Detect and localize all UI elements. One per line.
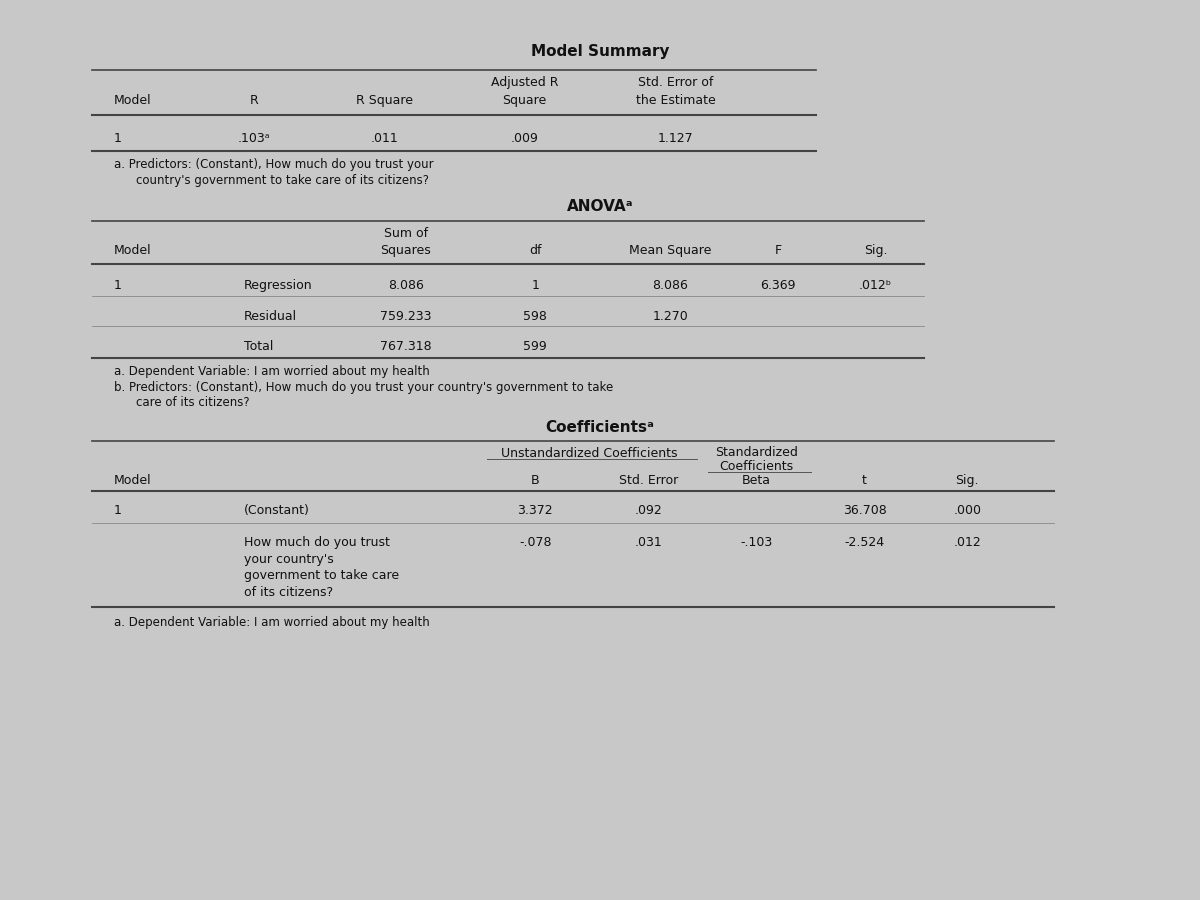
Text: Std. Error: Std. Error bbox=[619, 474, 678, 487]
Text: .011: .011 bbox=[370, 132, 398, 145]
Point bbox=[917, 216, 931, 227]
Text: t: t bbox=[862, 474, 868, 487]
Text: -2.524: -2.524 bbox=[845, 536, 884, 549]
Text: Unstandardized Coefficients: Unstandardized Coefficients bbox=[500, 447, 678, 461]
Point bbox=[85, 110, 100, 121]
Point bbox=[85, 65, 100, 76]
Text: 759.233: 759.233 bbox=[380, 310, 431, 323]
Text: Mean Square: Mean Square bbox=[629, 245, 712, 257]
Text: 36.708: 36.708 bbox=[842, 504, 887, 518]
Point bbox=[809, 146, 823, 157]
Text: df: df bbox=[529, 245, 541, 257]
Text: Total: Total bbox=[244, 340, 272, 354]
Text: .012ᵇ: .012ᵇ bbox=[859, 279, 892, 292]
Text: ANOVAᵃ: ANOVAᵃ bbox=[566, 200, 634, 214]
Point bbox=[917, 259, 931, 270]
Point bbox=[917, 352, 931, 363]
Text: care of its citizens?: care of its citizens? bbox=[136, 396, 250, 409]
Point bbox=[85, 146, 100, 157]
Text: Std. Error of: Std. Error of bbox=[638, 76, 713, 89]
Text: Coefficientsᵃ: Coefficientsᵃ bbox=[546, 419, 654, 435]
Text: Coefficients: Coefficients bbox=[720, 461, 793, 473]
Text: Regression: Regression bbox=[244, 279, 312, 292]
Text: Sig.: Sig. bbox=[864, 245, 887, 257]
Point bbox=[917, 321, 931, 332]
Text: .012: .012 bbox=[953, 536, 982, 549]
Text: Sig.: Sig. bbox=[955, 474, 979, 487]
Text: of its citizens?: of its citizens? bbox=[244, 586, 332, 598]
Point bbox=[85, 352, 100, 363]
Text: .031: .031 bbox=[635, 536, 662, 549]
Text: Standardized: Standardized bbox=[715, 446, 798, 459]
Point bbox=[809, 65, 823, 76]
Text: 8.086: 8.086 bbox=[653, 279, 688, 292]
Text: Square: Square bbox=[503, 94, 546, 107]
Point bbox=[804, 466, 818, 477]
Text: country's government to take care of its citizens?: country's government to take care of its… bbox=[136, 174, 428, 186]
Text: Squares: Squares bbox=[380, 245, 431, 257]
Text: R Square: R Square bbox=[355, 94, 413, 107]
Text: 8.086: 8.086 bbox=[388, 279, 424, 292]
Text: .000: .000 bbox=[953, 504, 982, 518]
Point bbox=[809, 110, 823, 121]
Text: -.078: -.078 bbox=[518, 536, 552, 549]
Text: (Constant): (Constant) bbox=[244, 504, 310, 518]
Text: .009: .009 bbox=[510, 132, 539, 145]
Text: 1: 1 bbox=[114, 279, 122, 292]
Point bbox=[85, 321, 100, 332]
Text: a. Dependent Variable: I am worried about my health: a. Dependent Variable: I am worried abou… bbox=[114, 616, 430, 629]
Text: 3.372: 3.372 bbox=[517, 504, 553, 518]
Text: .092: .092 bbox=[635, 504, 662, 518]
Text: Model: Model bbox=[114, 245, 151, 257]
Text: Beta: Beta bbox=[742, 474, 772, 487]
Point bbox=[85, 216, 100, 227]
Text: 598: 598 bbox=[523, 310, 547, 323]
Point bbox=[480, 454, 494, 464]
Text: the Estimate: the Estimate bbox=[636, 94, 715, 107]
Point bbox=[701, 466, 715, 477]
Text: 1.127: 1.127 bbox=[658, 132, 694, 145]
Text: F: F bbox=[775, 245, 781, 257]
Point bbox=[690, 454, 704, 464]
Text: Model: Model bbox=[114, 94, 151, 107]
Text: .103ᵃ: .103ᵃ bbox=[238, 132, 271, 145]
Text: R: R bbox=[250, 94, 259, 107]
Text: Model Summary: Model Summary bbox=[530, 44, 670, 58]
Text: 1: 1 bbox=[114, 132, 122, 145]
Text: government to take care: government to take care bbox=[244, 569, 398, 582]
Text: -.103: -.103 bbox=[740, 536, 773, 549]
Text: Adjusted R: Adjusted R bbox=[491, 76, 558, 89]
Text: 767.318: 767.318 bbox=[379, 340, 432, 354]
Point bbox=[85, 259, 100, 270]
Text: Model: Model bbox=[114, 474, 151, 487]
Text: Residual: Residual bbox=[244, 310, 296, 323]
Text: Sum of: Sum of bbox=[384, 227, 427, 240]
Text: 1: 1 bbox=[114, 504, 122, 518]
Text: How much do you trust: How much do you trust bbox=[244, 536, 390, 549]
Text: a. Predictors: (Constant), How much do you trust your: a. Predictors: (Constant), How much do y… bbox=[114, 158, 433, 171]
Text: 1: 1 bbox=[532, 279, 539, 292]
Text: b. Predictors: (Constant), How much do you trust your country's government to ta: b. Predictors: (Constant), How much do y… bbox=[114, 381, 613, 394]
Text: B: B bbox=[530, 474, 540, 487]
Text: a. Dependent Variable: I am worried about my health: a. Dependent Variable: I am worried abou… bbox=[114, 365, 430, 378]
Point bbox=[85, 291, 100, 302]
Text: 6.369: 6.369 bbox=[761, 279, 796, 292]
Text: your country's: your country's bbox=[244, 553, 334, 566]
Point bbox=[917, 291, 931, 302]
Text: 1.270: 1.270 bbox=[653, 310, 688, 323]
Text: 599: 599 bbox=[523, 340, 547, 354]
